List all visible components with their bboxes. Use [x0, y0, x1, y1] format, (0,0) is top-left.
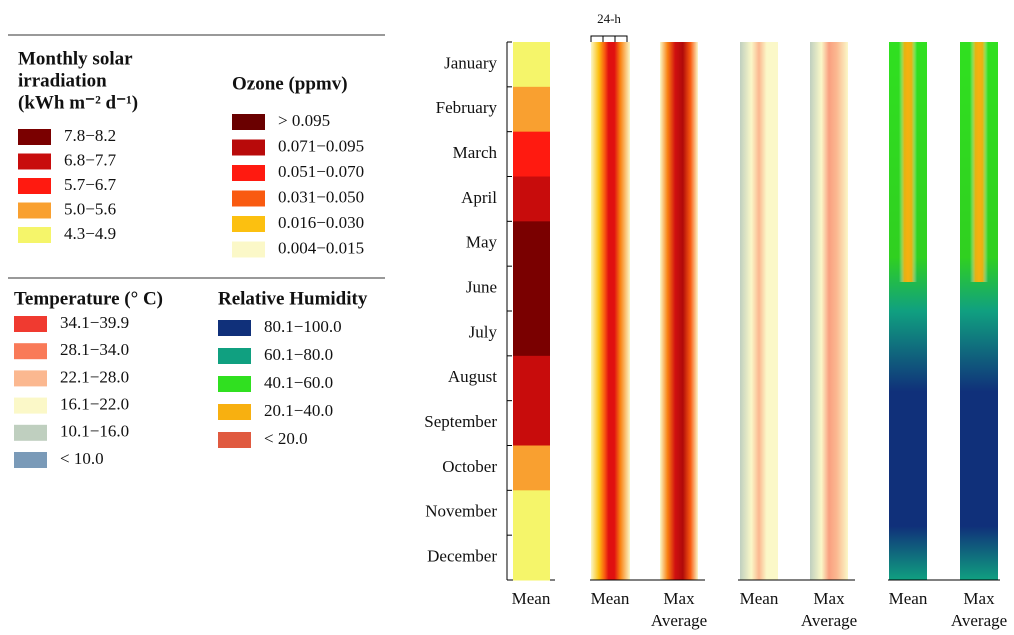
legend-label: 34.1−39.9: [60, 313, 129, 332]
legend-swatch: [18, 178, 51, 194]
bracket-label: 24-h: [597, 11, 621, 26]
month-label: May: [466, 233, 498, 252]
legend-swatch: [14, 397, 47, 414]
column-label: Average: [951, 611, 1007, 630]
legend-label: 40.1−60.0: [264, 373, 333, 392]
legend-swatch: [218, 348, 251, 364]
column-label: Max: [963, 589, 995, 608]
legend-swatch: [232, 241, 265, 258]
legend-title: Relative Humidity: [218, 288, 368, 309]
temp-mean-strip: [740, 42, 778, 580]
legend-title: irradiation: [18, 70, 107, 91]
column-label: Average: [801, 611, 857, 630]
legend-label: < 20.0: [264, 429, 308, 448]
solar-month: [513, 311, 550, 357]
legend-label: 0.004−0.015: [278, 238, 364, 257]
month-label: June: [466, 277, 497, 296]
month-label: January: [444, 53, 497, 72]
legend-label: 10.1−16.0: [60, 422, 129, 441]
column-label: Mean: [889, 589, 928, 608]
month-label: December: [427, 546, 497, 565]
legend-label: 60.1−80.0: [264, 345, 333, 364]
legend-label: 0.071−0.095: [278, 136, 364, 155]
solar-month: [513, 266, 550, 312]
solar-month: [513, 535, 550, 581]
legend-label: 0.016−0.030: [278, 213, 364, 232]
legend-label: 4.3−4.9: [64, 224, 116, 243]
legend-swatch: [218, 376, 251, 392]
legend-label: > 0.095: [278, 111, 330, 130]
ozone-mean-strip: [591, 42, 630, 580]
legend-swatch: [14, 370, 47, 387]
rh-max-core: [970, 42, 988, 282]
month-label: March: [453, 143, 498, 162]
legend-label: 6.8−7.7: [64, 150, 117, 169]
column-label: Mean: [740, 589, 779, 608]
month-label: February: [436, 98, 498, 117]
legend-label: 5.0−5.6: [64, 199, 116, 218]
legend-title: (kWh m⁻² d⁻¹): [18, 92, 138, 113]
solar-month: [513, 42, 550, 88]
legend-swatch: [14, 424, 47, 441]
legend-label: 22.1−28.0: [60, 367, 129, 386]
legend-label: 5.7−6.7: [64, 175, 117, 194]
month-label: July: [469, 322, 498, 341]
column-label: Mean: [512, 589, 551, 608]
column-label: Max: [813, 589, 845, 608]
legend-swatch: [218, 320, 251, 336]
legend-swatch: [18, 202, 51, 219]
column-label: Mean: [591, 589, 630, 608]
plot: 24-h: [506, 11, 1000, 581]
legend-swatch: [18, 227, 51, 243]
column-label: Max: [663, 589, 695, 608]
legend-swatch: [232, 165, 265, 181]
legend-label: 16.1−22.0: [60, 395, 129, 414]
solar-month: [513, 355, 550, 402]
legend-swatch: [18, 129, 51, 145]
legend-label: 0.031−0.050: [278, 187, 364, 206]
month-label: August: [448, 367, 497, 386]
solar-month: [513, 490, 550, 536]
legend-swatch: [232, 216, 265, 232]
month-label: April: [461, 188, 497, 207]
rh-mean-core: [899, 42, 917, 282]
solar-month: [513, 445, 550, 491]
solar-month: [513, 400, 550, 446]
solar-month: [513, 176, 550, 222]
legend-label: 28.1−34.0: [60, 340, 129, 359]
legend-swatch: [218, 404, 251, 420]
legend-title: Monthly solar: [18, 48, 133, 69]
column-label: Average: [651, 611, 707, 630]
legend-label: 80.1−100.0: [264, 317, 342, 336]
solar-month: [513, 221, 550, 267]
legend-label: 0.051−0.070: [278, 162, 364, 181]
month-label: September: [424, 412, 497, 431]
legend-title: Temperature (° C): [14, 288, 163, 309]
legend-title: Ozone (ppmv): [232, 73, 348, 94]
legend-swatch: [232, 114, 265, 130]
legend-swatch: [218, 432, 251, 448]
legend-swatch: [14, 343, 47, 360]
legend-label: 20.1−40.0: [264, 401, 333, 420]
legend-label: < 10.0: [60, 449, 104, 468]
legend-swatch: [18, 153, 51, 170]
ozone-max-strip: [660, 42, 698, 580]
month-label: November: [425, 502, 497, 521]
legend-swatch: [232, 190, 265, 207]
legend-swatch: [14, 316, 47, 332]
solar-month: [513, 86, 550, 133]
bracket: [590, 35, 628, 42]
legend-swatch: [232, 139, 265, 156]
solar-month: [513, 131, 550, 177]
legend-label: 7.8−8.2: [64, 126, 116, 145]
temp-max-strip: [810, 42, 848, 580]
legend-swatch: [14, 452, 47, 468]
month-label: October: [442, 457, 497, 476]
